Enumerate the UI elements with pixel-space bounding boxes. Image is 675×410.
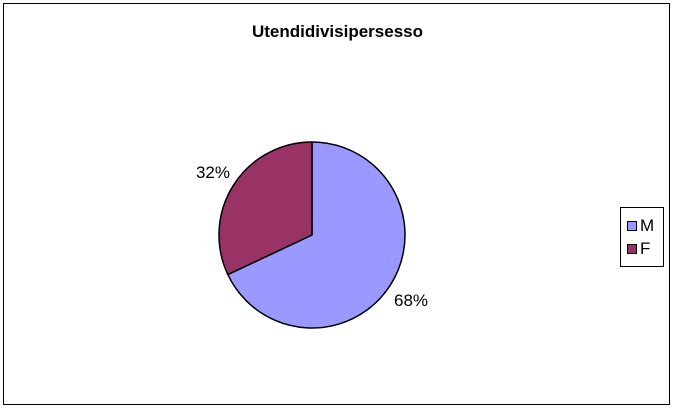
pie-slice-f	[218, 141, 313, 276]
legend: M F	[620, 207, 664, 267]
legend-label-f: F	[640, 239, 651, 258]
legend-item-f: F	[627, 239, 650, 259]
legend-item-m: M	[627, 216, 654, 236]
legend-swatch-f	[627, 244, 637, 254]
pie-slice-m	[227, 141, 406, 329]
pie-label-f: 32%	[196, 163, 230, 182]
chart-area: Utendidivisipersesso 68% 32% M F	[3, 3, 670, 405]
legend-label-m: M	[640, 216, 655, 235]
pie-plot: 68% 32%	[196, 141, 428, 329]
legend-swatch-m	[627, 221, 637, 231]
chart-title: Utendidivisipersesso	[251, 22, 423, 41]
pie-label-m: 68%	[394, 291, 428, 310]
